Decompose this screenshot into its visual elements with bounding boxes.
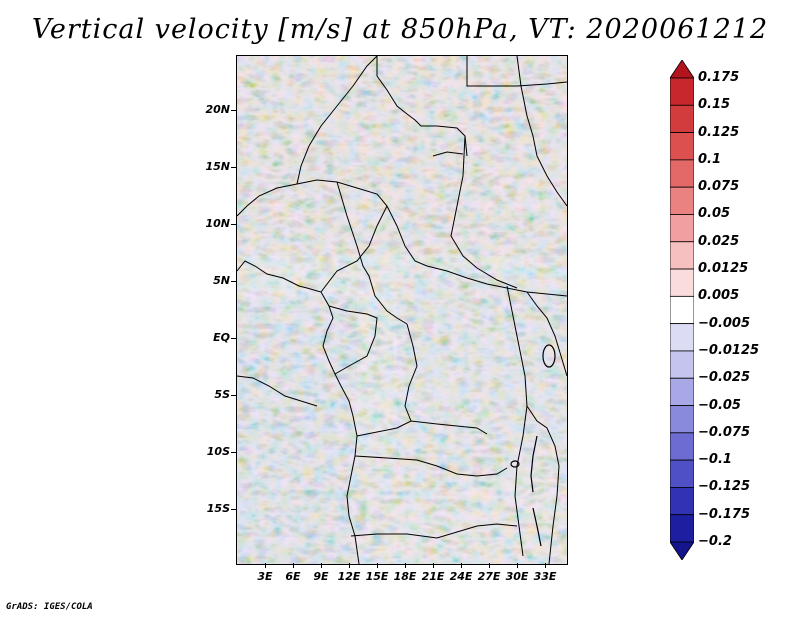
lat-tick — [231, 110, 236, 111]
lat-label-10s: 10S — [206, 445, 230, 458]
colorbar-segment — [670, 104, 694, 133]
colorbar-label: 0.005 — [698, 288, 740, 304]
colorbar-segment — [670, 159, 694, 188]
lon-tick — [489, 563, 490, 568]
lon-label-15e: 15E — [365, 570, 389, 583]
colorbar-label: −0.075 — [698, 424, 751, 440]
lon-tick — [293, 563, 294, 568]
lat-tick — [231, 338, 236, 339]
map-title: Vertical velocity [m/s] at 850hPa, VT: 2… — [31, 14, 769, 45]
lon-label-9e: 9E — [313, 570, 329, 583]
lon-label-21e: 21E — [421, 570, 445, 583]
colorbar-segment — [670, 405, 694, 434]
colorbar-segment — [670, 350, 694, 379]
colorbar-label: −0.175 — [698, 506, 751, 522]
colorbar-segment — [670, 132, 694, 161]
colorbar — [670, 60, 694, 560]
colorbar-segment — [670, 541, 694, 560]
lon-label-6e: 6E — [285, 570, 301, 583]
lon-tick — [405, 563, 406, 568]
colorbar-segment — [670, 241, 694, 270]
lon-tick — [461, 563, 462, 568]
lon-label-27e: 27E — [477, 570, 501, 583]
colorbar-segment — [670, 514, 694, 543]
colorbar-segment — [670, 459, 694, 488]
colorbar-label: 0.15 — [698, 97, 731, 113]
colorbar-label: 0.1 — [698, 151, 722, 167]
colorbar-segment — [670, 268, 694, 297]
lat-label-eq: EQ — [213, 331, 230, 344]
lon-tick — [377, 563, 378, 568]
colorbar-label: −0.1 — [698, 452, 732, 468]
lon-tick — [433, 563, 434, 568]
colorbar-segment — [670, 323, 694, 352]
lon-label-3e: 3E — [257, 570, 273, 583]
lon-tick — [517, 563, 518, 568]
colorbar-segment — [670, 60, 694, 79]
colorbar-segment — [670, 295, 694, 325]
lat-label-10n: 10N — [205, 217, 230, 230]
lat-label-20n: 20N — [205, 103, 230, 116]
colorbar-label: 0.0125 — [698, 261, 749, 277]
colorbar-segment — [670, 186, 694, 215]
grads-credit: GrADS: IGES/COLA — [6, 602, 93, 612]
lon-tick — [545, 563, 546, 568]
lat-tick — [231, 281, 236, 282]
colorbar-label: 0.05 — [698, 206, 731, 222]
lon-tick — [265, 563, 266, 568]
lon-label-33e: 33E — [533, 570, 557, 583]
lat-label-15s: 15S — [206, 502, 230, 515]
colorbar-label: −0.025 — [698, 370, 751, 386]
lat-label-5s: 5S — [214, 388, 230, 401]
lat-label-15n: 15N — [205, 160, 230, 173]
colorbar-segment — [670, 377, 694, 406]
colorbar-label: −0.05 — [698, 397, 741, 413]
lon-label-30e: 30E — [505, 570, 529, 583]
lat-tick — [231, 224, 236, 225]
colorbar-label: −0.125 — [698, 479, 751, 495]
vertical-velocity-field — [237, 56, 567, 564]
lon-tick — [321, 563, 322, 568]
colorbar-label: −0.2 — [698, 534, 732, 549]
lat-tick — [231, 395, 236, 396]
lon-tick — [349, 563, 350, 568]
colorbar-label: 0.025 — [698, 233, 740, 249]
lon-label-24e: 24E — [449, 570, 473, 583]
lon-label-12e: 12E — [337, 570, 361, 583]
colorbar-label: −0.005 — [698, 315, 751, 331]
map-plot-area — [236, 55, 568, 565]
colorbar-label: 0.075 — [698, 179, 740, 195]
lat-tick — [231, 452, 236, 453]
lon-label-18e: 18E — [393, 570, 417, 583]
colorbar-segment — [670, 487, 694, 516]
lat-tick — [231, 509, 236, 510]
colorbar-label: 0.125 — [698, 124, 740, 140]
colorbar-label: −0.0125 — [698, 342, 760, 358]
colorbar-segment — [670, 432, 694, 461]
colorbar-segment — [670, 214, 694, 243]
lat-label-5n: 5N — [213, 274, 230, 287]
lat-tick — [231, 167, 236, 168]
colorbar-label: 0.175 — [698, 70, 740, 85]
colorbar-segment — [670, 77, 694, 106]
